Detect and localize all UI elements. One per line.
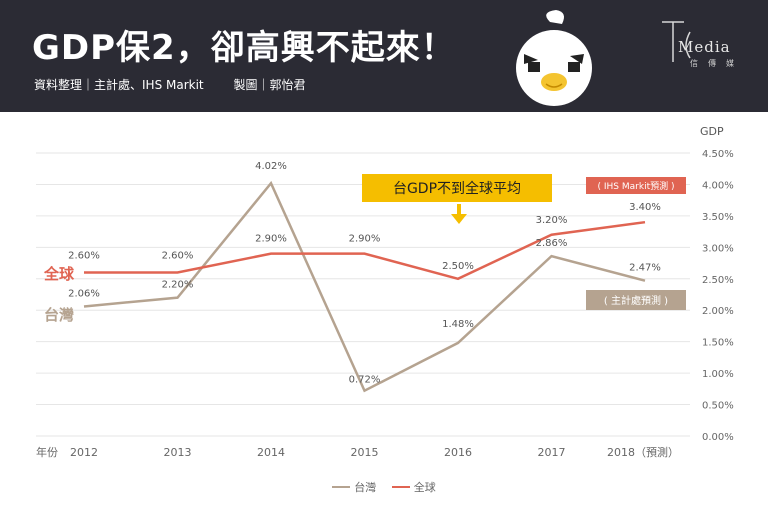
page-title: GDP保2，卻高興不起來！ (32, 28, 456, 68)
data-label-global: 3.40% (629, 202, 661, 213)
credits: 資料整理｜主計處、IHS Markit 製圖｜郭怡君 (34, 76, 305, 93)
series-line-global (84, 220, 646, 281)
y-axis-label: GDP (700, 125, 724, 138)
data-label-global: 2.60% (162, 250, 194, 261)
x-axis: 2012 2013 2014 2015 2016 2017 2018（預測） (70, 445, 679, 459)
data-label-taiwan: 2.20% (162, 280, 194, 291)
y-tick-label: 2.50% (702, 275, 734, 286)
callout-text: 台GDP不到全球平均 (393, 180, 521, 197)
global-forecast-text: ( IHS Markit預測 ) (598, 180, 675, 192)
data-label-taiwan: 1.48% (442, 319, 474, 330)
y-tick-label: 2.00% (702, 306, 734, 317)
legend-label-global: 全球 (413, 481, 436, 494)
x-tick-label: 2015 (351, 446, 379, 459)
data-label-global: 3.20% (536, 215, 568, 226)
data-label-global: 2.90% (255, 234, 287, 245)
x-tick-label: 2013 (164, 446, 192, 459)
data-label-global: 2.90% (349, 234, 381, 245)
data-label-taiwan: 2.47% (629, 263, 661, 274)
y-tick-label: 3.00% (702, 243, 734, 254)
y-tick-label: 0.00% (702, 432, 734, 443)
logo-text: Media (678, 38, 731, 56)
data-label-global: 2.60% (68, 250, 100, 261)
series-label-global: 全球 (43, 265, 75, 283)
header-banner: GDP保2，卻高興不起來！ 資料整理｜主計處、IHS Markit 製圖｜郭怡君… (0, 0, 768, 112)
taiwan-forecast-tag: ( 主計處預測 ) (586, 290, 686, 310)
mascot-icon (516, 10, 592, 106)
x-axis-prefix: 年份 (36, 445, 58, 459)
data-label-taiwan: 2.86% (536, 238, 568, 249)
gdp-line-chart: 0.00% 0.50% 1.00% 1.50% 2.00% 2.50% 3.00% 3.50%… (36, 125, 734, 459)
x-tick-label: 2017 (538, 446, 566, 459)
series-label-taiwan: 台灣 (44, 306, 74, 324)
credit-maker: 製圖｜郭怡君 (233, 78, 306, 92)
taiwan-forecast-text: ( 主計處預測 ) (604, 294, 668, 307)
logo-subtext: 信傳媒 (690, 59, 744, 68)
chart-legend: 台灣 全球 (0, 478, 768, 495)
x-tick-label: 2018（預測） (607, 445, 679, 459)
data-label-global: 2.50% (442, 261, 474, 272)
legend-item-taiwan: 台灣 (332, 479, 376, 495)
x-tick-label: 2012 (70, 446, 98, 459)
data-label-taiwan: 2.06% (68, 288, 100, 299)
x-tick-label: 2016 (444, 446, 472, 459)
x-tick-label: 2014 (257, 446, 285, 459)
y-tick-label: 3.50% (702, 212, 734, 223)
legend-item-global: 全球 (391, 479, 436, 495)
logo-icon (662, 21, 691, 62)
credit-source: 資料整理｜主計處、IHS Markit (34, 78, 204, 92)
legend-label-taiwan: 台灣 (354, 481, 377, 494)
y-tick-label: 4.00% (702, 180, 734, 191)
data-label-taiwan: 4.02% (255, 161, 287, 172)
y-tick-label: 1.50% (702, 338, 734, 349)
callout-box: 台GDP不到全球平均 (362, 174, 552, 224)
y-tick-label: 4.50% (702, 149, 734, 160)
y-tick-label: 0.50% (702, 401, 734, 412)
y-axis: 0.00% 0.50% 1.00% 1.50% 2.00% 2.50% 3.00% 3.50%… (702, 149, 734, 443)
data-label-taiwan: 0.72% (349, 375, 381, 386)
series-line-taiwan (83, 180, 646, 393)
global-forecast-tag: ( IHS Markit預測 ) (586, 177, 686, 194)
y-tick-label: 1.00% (702, 369, 734, 380)
chart-grid (36, 152, 690, 437)
